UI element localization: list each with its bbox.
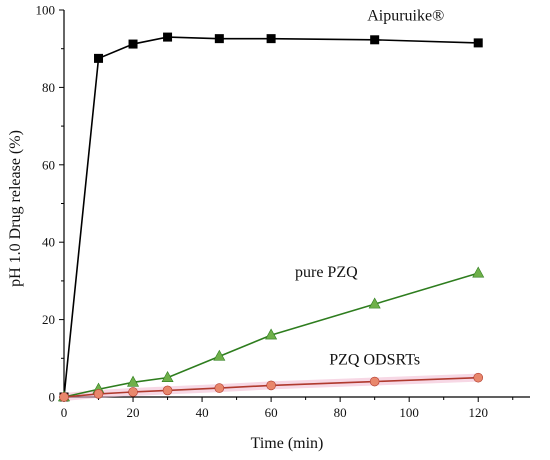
pzq-odsrts-point <box>369 376 380 387</box>
x-tick-label: 120 <box>468 405 488 420</box>
x-tick-label: 80 <box>334 405 347 420</box>
pzq-odsrts-point <box>162 385 173 396</box>
x-tick-label: 100 <box>399 405 419 420</box>
aipuruike-point <box>163 32 173 42</box>
aipuruike-point <box>94 53 104 63</box>
y-tick-label: 80 <box>42 80 55 95</box>
pure-pzq-point <box>265 328 278 340</box>
pzq-odsrts-point <box>473 372 484 383</box>
aipuruike-point <box>128 39 138 49</box>
aipuruike-point <box>214 34 224 44</box>
pzq-odsrts-line <box>63 376 479 398</box>
x-axis-title: Time (min) <box>251 435 324 452</box>
pzq-odsrts-point <box>59 392 69 402</box>
series-layer <box>57 32 485 402</box>
y-ticks: 0 20 40 60 80 100 <box>36 3 64 405</box>
axes: 0 20 40 60 80 100 120 0 20 40 60 80 100 <box>36 3 530 420</box>
y-tick-label: 60 <box>42 157 55 172</box>
aipuruike-line <box>63 36 479 398</box>
pzq-odsrts-point <box>266 380 276 391</box>
y-tick-label: 0 <box>49 390 56 405</box>
series-label-pure-pzq: pure PZQ <box>295 264 358 281</box>
pure-pzq-point <box>127 375 140 387</box>
x-tick-label: 40 <box>196 405 209 420</box>
series-label-aipuruike: Aipuruike® <box>367 7 444 24</box>
aipuruike-point <box>473 38 483 48</box>
pure-pzq-point <box>472 266 485 278</box>
y-axis-title: pH 1.0 Drug release (%) <box>7 130 24 287</box>
series-label-pzq-odsrts: PZQ ODSRTs <box>329 351 420 368</box>
aipuruike-point <box>370 35 380 45</box>
pzq-odsrts-point <box>128 387 138 397</box>
x-tick-label: 60 <box>265 405 278 420</box>
pzq-odsrts-point <box>93 389 104 399</box>
y-tick-label: 20 <box>42 312 55 327</box>
aipuruike-point <box>266 34 276 44</box>
pure-pzq-point <box>213 349 226 361</box>
x-tick-label: 0 <box>61 405 68 420</box>
y-tick-label: 100 <box>36 3 56 18</box>
pure-pzq-line <box>63 272 479 398</box>
pure-pzq-point <box>161 371 174 382</box>
x-ticks: 0 20 40 60 80 100 120 <box>61 397 514 420</box>
pure-pzq-point <box>368 297 381 309</box>
pzq-odsrts-point <box>214 383 225 393</box>
y-tick-label: 40 <box>42 235 55 250</box>
x-tick-label: 20 <box>127 405 140 420</box>
